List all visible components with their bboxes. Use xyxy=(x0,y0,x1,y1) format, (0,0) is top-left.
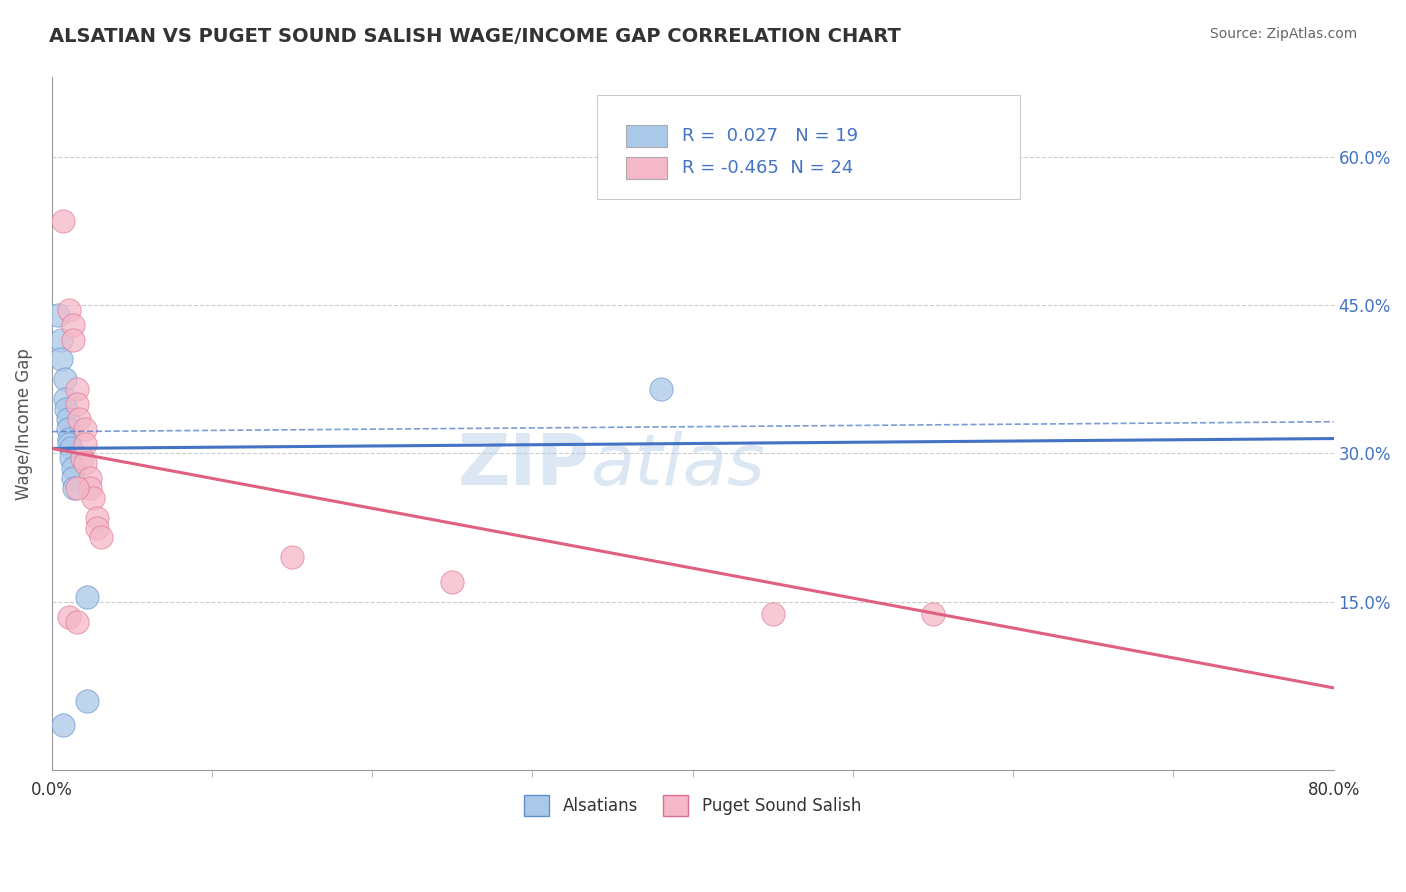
Point xyxy=(59,451,82,466)
Point xyxy=(762,607,785,621)
Point xyxy=(86,510,108,524)
Point xyxy=(55,401,77,416)
Point xyxy=(62,461,84,475)
Point xyxy=(51,352,73,367)
Point xyxy=(58,302,80,317)
FancyBboxPatch shape xyxy=(596,95,1019,199)
Point xyxy=(52,214,75,228)
Point xyxy=(62,333,84,347)
Point xyxy=(51,333,73,347)
Point xyxy=(75,456,97,470)
Point xyxy=(66,615,89,629)
Point xyxy=(46,308,69,322)
Bar xyxy=(626,157,666,179)
Text: R =  0.027   N = 19: R = 0.027 N = 19 xyxy=(682,127,859,145)
Point xyxy=(53,372,76,386)
Point xyxy=(90,531,112,545)
Point xyxy=(59,442,82,456)
Point xyxy=(66,382,89,396)
Point xyxy=(441,574,464,589)
Point xyxy=(79,481,101,495)
Point xyxy=(63,481,86,495)
Point xyxy=(58,609,80,624)
Point xyxy=(75,422,97,436)
Y-axis label: Wage/Income Gap: Wage/Income Gap xyxy=(15,348,32,500)
Point xyxy=(58,436,80,450)
Point xyxy=(75,436,97,450)
Legend: Alsatians, Puget Sound Salish: Alsatians, Puget Sound Salish xyxy=(516,787,869,824)
Text: ZIP: ZIP xyxy=(458,431,591,500)
Point xyxy=(922,607,945,621)
Point xyxy=(281,550,304,565)
Text: Source: ZipAtlas.com: Source: ZipAtlas.com xyxy=(1209,27,1357,41)
Point xyxy=(86,520,108,534)
Text: ALSATIAN VS PUGET SOUND SALISH WAGE/INCOME GAP CORRELATION CHART: ALSATIAN VS PUGET SOUND SALISH WAGE/INCO… xyxy=(49,27,901,45)
Text: R = -0.465  N = 24: R = -0.465 N = 24 xyxy=(682,159,853,178)
Point xyxy=(79,471,101,485)
Point xyxy=(650,382,672,396)
Point xyxy=(76,590,98,604)
Point xyxy=(66,481,89,495)
Point xyxy=(52,718,75,732)
Point xyxy=(66,397,89,411)
Point xyxy=(56,411,79,425)
Point xyxy=(56,422,79,436)
Point xyxy=(70,451,93,466)
Point xyxy=(62,471,84,485)
Point xyxy=(67,411,90,425)
Text: atlas: atlas xyxy=(591,431,765,500)
Bar xyxy=(626,125,666,146)
Point xyxy=(58,432,80,446)
Point xyxy=(62,318,84,332)
Point xyxy=(53,392,76,406)
Point xyxy=(76,694,98,708)
Point xyxy=(82,491,104,505)
